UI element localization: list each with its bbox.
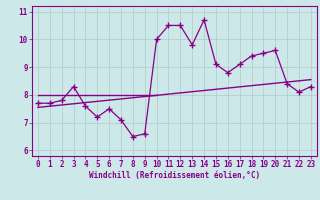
X-axis label: Windchill (Refroidissement éolien,°C): Windchill (Refroidissement éolien,°C) (89, 171, 260, 180)
